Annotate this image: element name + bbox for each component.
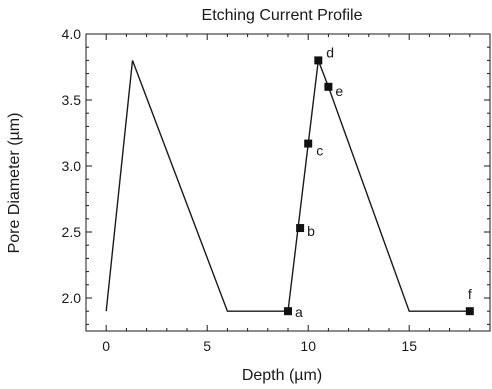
- marker-c: [304, 139, 313, 148]
- plot-frame: [85, 33, 491, 332]
- marker-label-f: f: [468, 286, 472, 302]
- y-tick-label: 3.5: [62, 92, 82, 108]
- marker-label-d: d: [326, 44, 334, 60]
- chart-title: Etching Current Profile: [202, 7, 363, 24]
- y-axis: 2.0 2.5 3.0 3.5 4.0: [62, 26, 490, 325]
- data-markers: a b c d e f: [284, 44, 474, 320]
- y-axis-label: Pore Diameter (µm): [6, 113, 23, 254]
- marker-f: [465, 307, 474, 316]
- marker-label-a: a: [295, 304, 303, 320]
- x-tick-label: 0: [102, 338, 110, 354]
- marker-e: [324, 82, 333, 91]
- x-tick-label: 5: [203, 338, 211, 354]
- x-tick-label: 15: [401, 338, 417, 354]
- marker-label-e: e: [335, 83, 343, 99]
- x-tick-label: 10: [300, 338, 316, 354]
- series-line: [105, 60, 470, 312]
- marker-a: [284, 307, 292, 316]
- marker-b: [296, 224, 305, 233]
- marker-label-b: b: [307, 223, 315, 239]
- x-axis: 0 5 10 15: [85, 34, 491, 354]
- marker-d: [314, 56, 323, 65]
- y-tick-label: 2.0: [62, 290, 82, 306]
- marker-label-c: c: [316, 143, 323, 159]
- y-tick-label: 4.0: [62, 26, 82, 42]
- y-tick-label: 3.0: [62, 158, 82, 174]
- y-tick-label: 2.5: [62, 224, 82, 240]
- x-axis-label: Depth (µm): [242, 367, 322, 384]
